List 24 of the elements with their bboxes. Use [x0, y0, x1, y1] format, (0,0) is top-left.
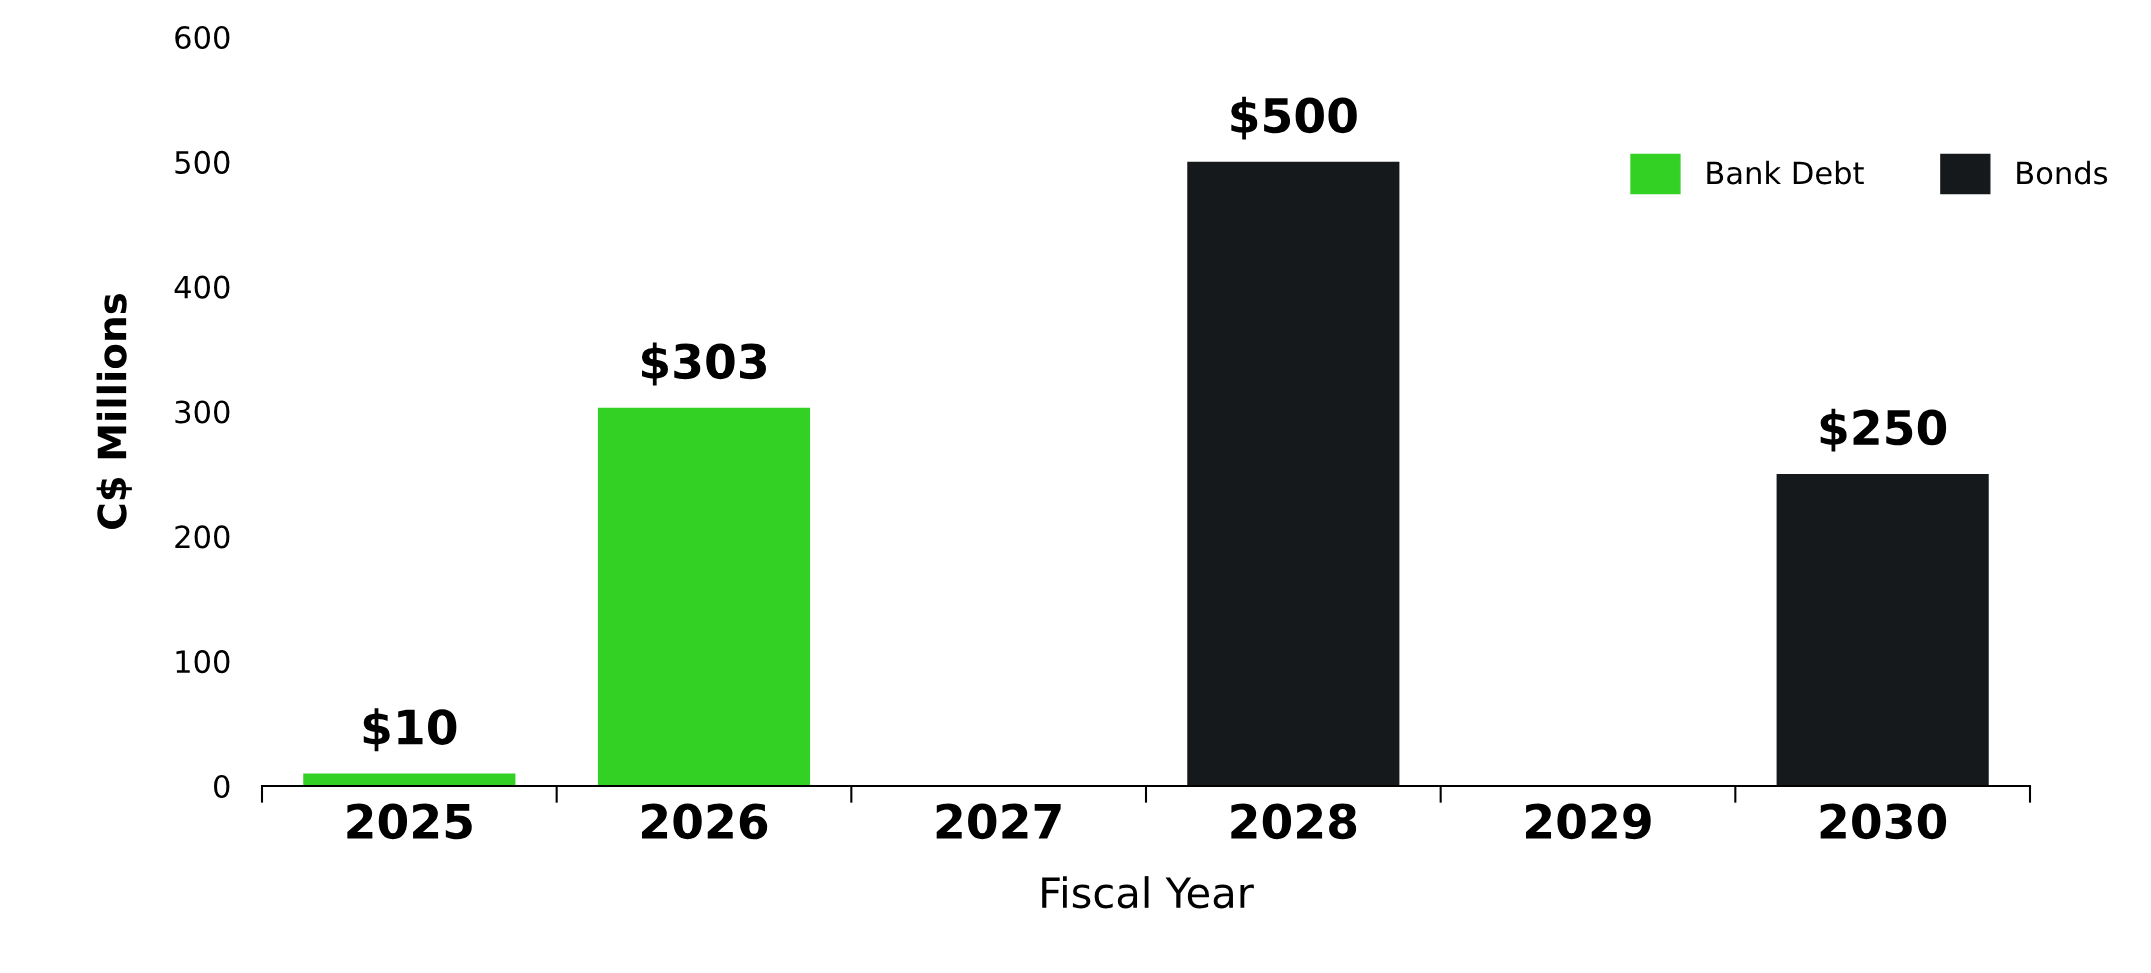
- data-label: $500: [1231, 96, 1357, 140]
- x-tick-label: 2027: [936, 803, 1061, 840]
- x-tick-label: 2026: [642, 803, 768, 840]
- y-tick-label: 100: [176, 650, 230, 674]
- data-label: $250: [1820, 408, 1947, 452]
- y-tick-label: 200: [175, 525, 230, 549]
- y-tick-label: 0: [214, 774, 230, 799]
- legend-label: Bank Debt: [1707, 160, 1864, 185]
- x-tick-label: 2030: [1820, 803, 1947, 840]
- y-tick-label: 300: [175, 400, 230, 424]
- data-label: $303: [641, 342, 766, 386]
- x-tick-label: 2025: [347, 803, 472, 840]
- y-tick-label: 600: [175, 25, 230, 50]
- y-tick-label: 500: [175, 150, 230, 174]
- y-axis-title: C$ Millions: [96, 293, 132, 529]
- bar: [1776, 473, 1989, 786]
- x-tick-label: 2028: [1231, 803, 1357, 840]
- bar: [597, 407, 811, 786]
- data-label: $10: [363, 708, 457, 752]
- x-axis-title: Fiscal Year: [1042, 876, 1254, 909]
- bar: [1187, 161, 1400, 786]
- legend-label: Bonds: [2017, 160, 2108, 185]
- x-tick-label: 2029: [1526, 803, 1651, 840]
- y-tick-label: 400: [174, 275, 230, 299]
